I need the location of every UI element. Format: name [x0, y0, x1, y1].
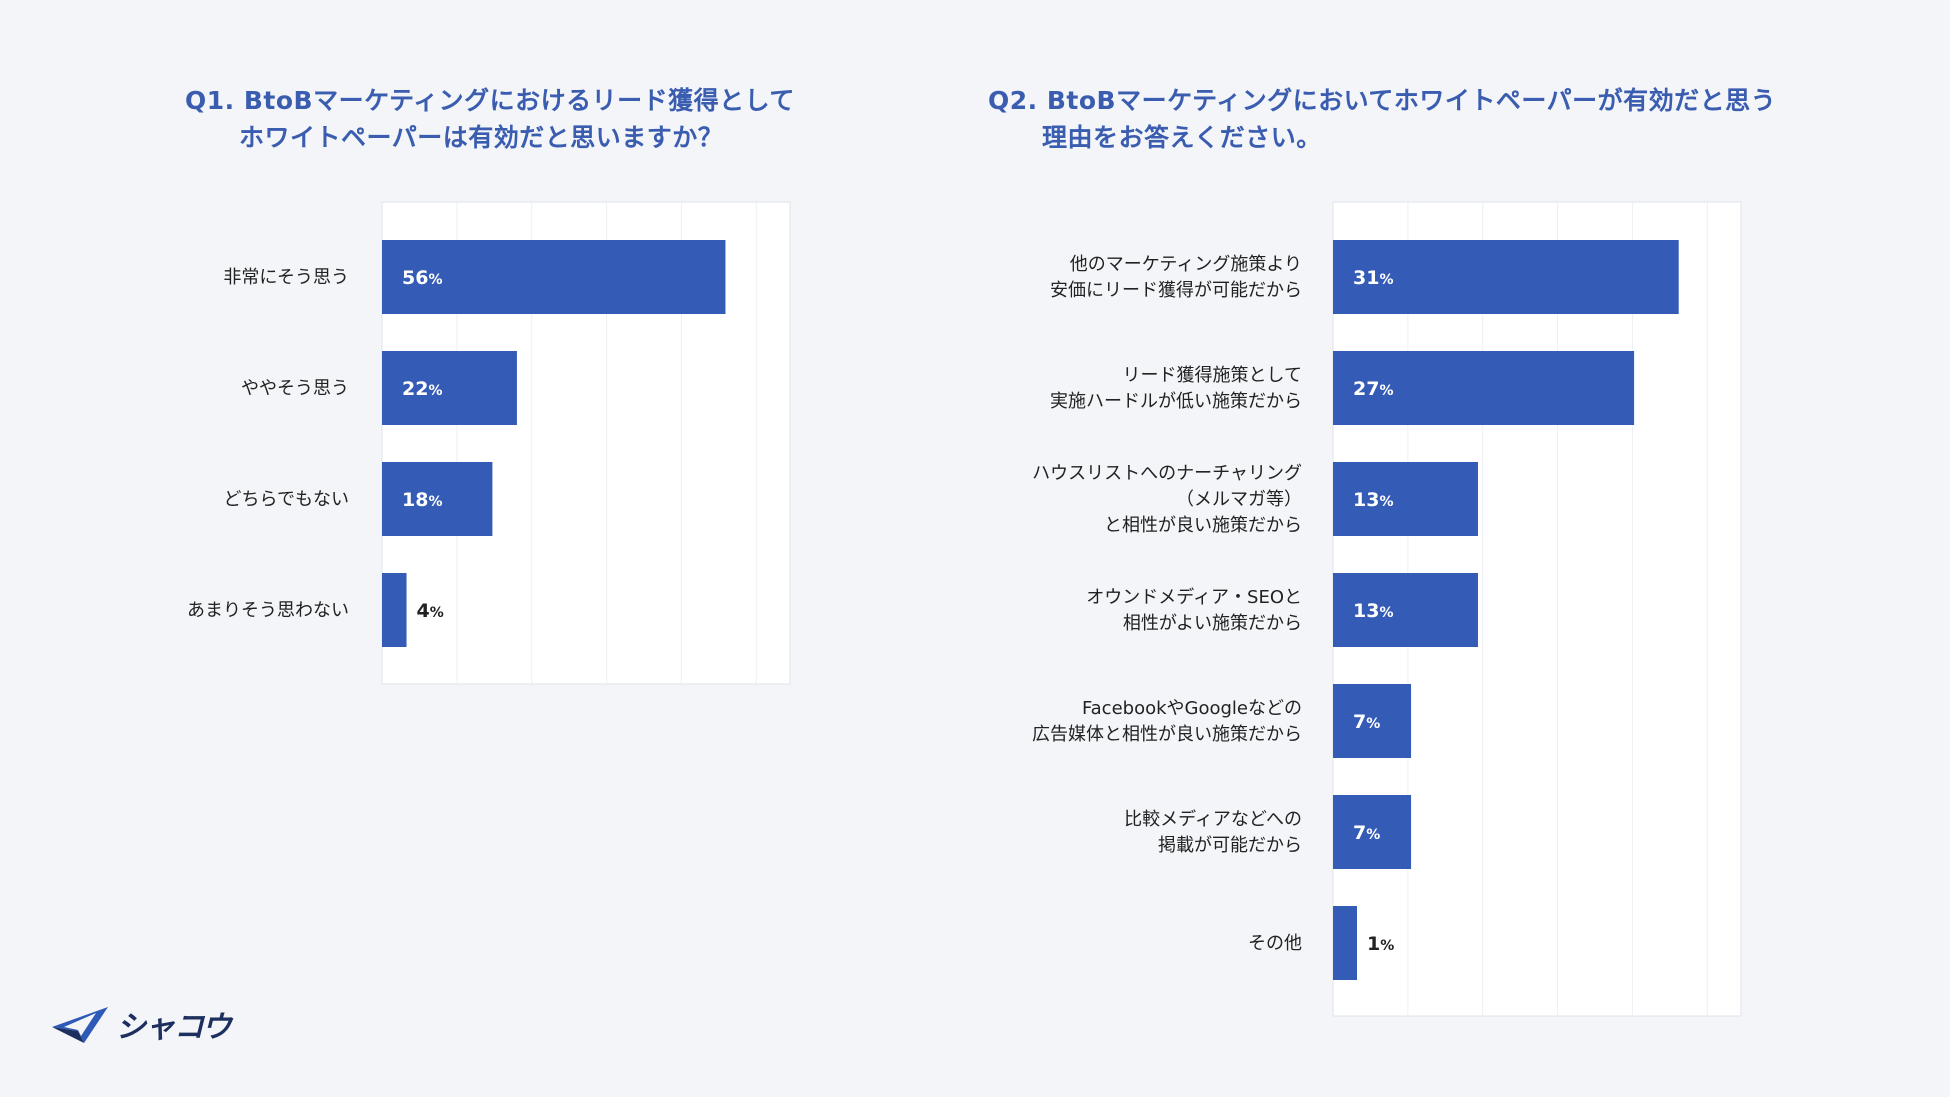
q2-bar: [1333, 573, 1478, 647]
q2-category-label: その他: [1248, 933, 1302, 954]
q2-data-label: 1%: [1367, 933, 1394, 955]
q1-bar: [382, 573, 407, 647]
q1-data-label: 22%: [402, 378, 442, 400]
q2-category-label: リード獲得施策として実施ハードルが低い施策だから: [1050, 365, 1302, 412]
q2-data-label: 13%: [1353, 600, 1393, 622]
q2-category-label: FacebookやGoogleなどの広告媒体と相性が良い施策だから: [1032, 698, 1302, 745]
q2-bar: [1333, 351, 1635, 425]
q2-data-label: 7%: [1353, 711, 1380, 733]
q1-bar: [382, 351, 517, 425]
paper-plane-icon: [52, 1007, 108, 1043]
q1-bar: [382, 462, 493, 536]
q2-bar-chart: 31% 他のマーケティング施策より安価にリード獲得が可能だから 27% リード獲得施策…: [1032, 201, 1742, 1017]
q2-category-label: 他のマーケティング施策より安価にリード獲得が可能だから: [1050, 254, 1302, 301]
q1-category-label: ややそう思う: [241, 378, 349, 399]
q1-title-line-2: ホワイトペーパーは有効だと思いますか？: [239, 123, 724, 152]
q2-bar: [1333, 462, 1478, 536]
q1-title-line-1: Q1. BtoBマーケティングにおけるリード獲得として: [185, 86, 795, 115]
q2-category-label: 比較メディアなどへの掲載が可能だから: [1124, 809, 1302, 856]
q2-category-label: ハウスリストへのナーチャリング（メルマガ等）と相性が良い施策だから: [1032, 463, 1302, 536]
q2-bar: [1333, 240, 1679, 314]
q2-data-label: 27%: [1353, 378, 1393, 400]
q2-title-line-2: 理由をお答えください。: [1042, 123, 1322, 152]
q2-data-label: 13%: [1353, 489, 1393, 511]
q1-data-label: 4%: [417, 600, 444, 622]
q1-category-label: 非常にそう思う: [223, 267, 349, 288]
q1-title: Q1. BtoBマーケティングにおけるリード獲得として ホワイトペーパーは有効だ…: [185, 82, 795, 156]
q1-bar: [382, 240, 726, 314]
q2-category-label: オウンドメディア・SEOと相性がよい施策だから: [1086, 587, 1302, 634]
q1-category-label: あまりそう思わない: [187, 600, 349, 621]
q1-bar-chart: 56% 非常にそう思う 22% ややそう思う 18% どちらでもない 4% あまりそう思わない: [187, 201, 791, 685]
brand-logo: シャコウ: [50, 1002, 232, 1046]
q2-bar: [1333, 795, 1412, 869]
q1-data-label: 18%: [402, 489, 442, 511]
logo-text: シャコウ: [116, 1010, 232, 1045]
q1-category-label: どちらでもない: [224, 489, 349, 510]
q2-title: Q2. BtoBマーケティングにおいてホワイトペーパーが有効だと思う 理由をお答…: [988, 82, 1776, 156]
q2-title-line-1: Q2. BtoBマーケティングにおいてホワイトペーパーが有効だと思う: [988, 86, 1777, 115]
q2-bar: [1333, 684, 1412, 758]
q2-data-label: 31%: [1353, 267, 1393, 289]
q2-bar: [1333, 906, 1357, 980]
q1-data-label: 56%: [402, 267, 442, 289]
q2-data-label: 7%: [1353, 822, 1380, 844]
